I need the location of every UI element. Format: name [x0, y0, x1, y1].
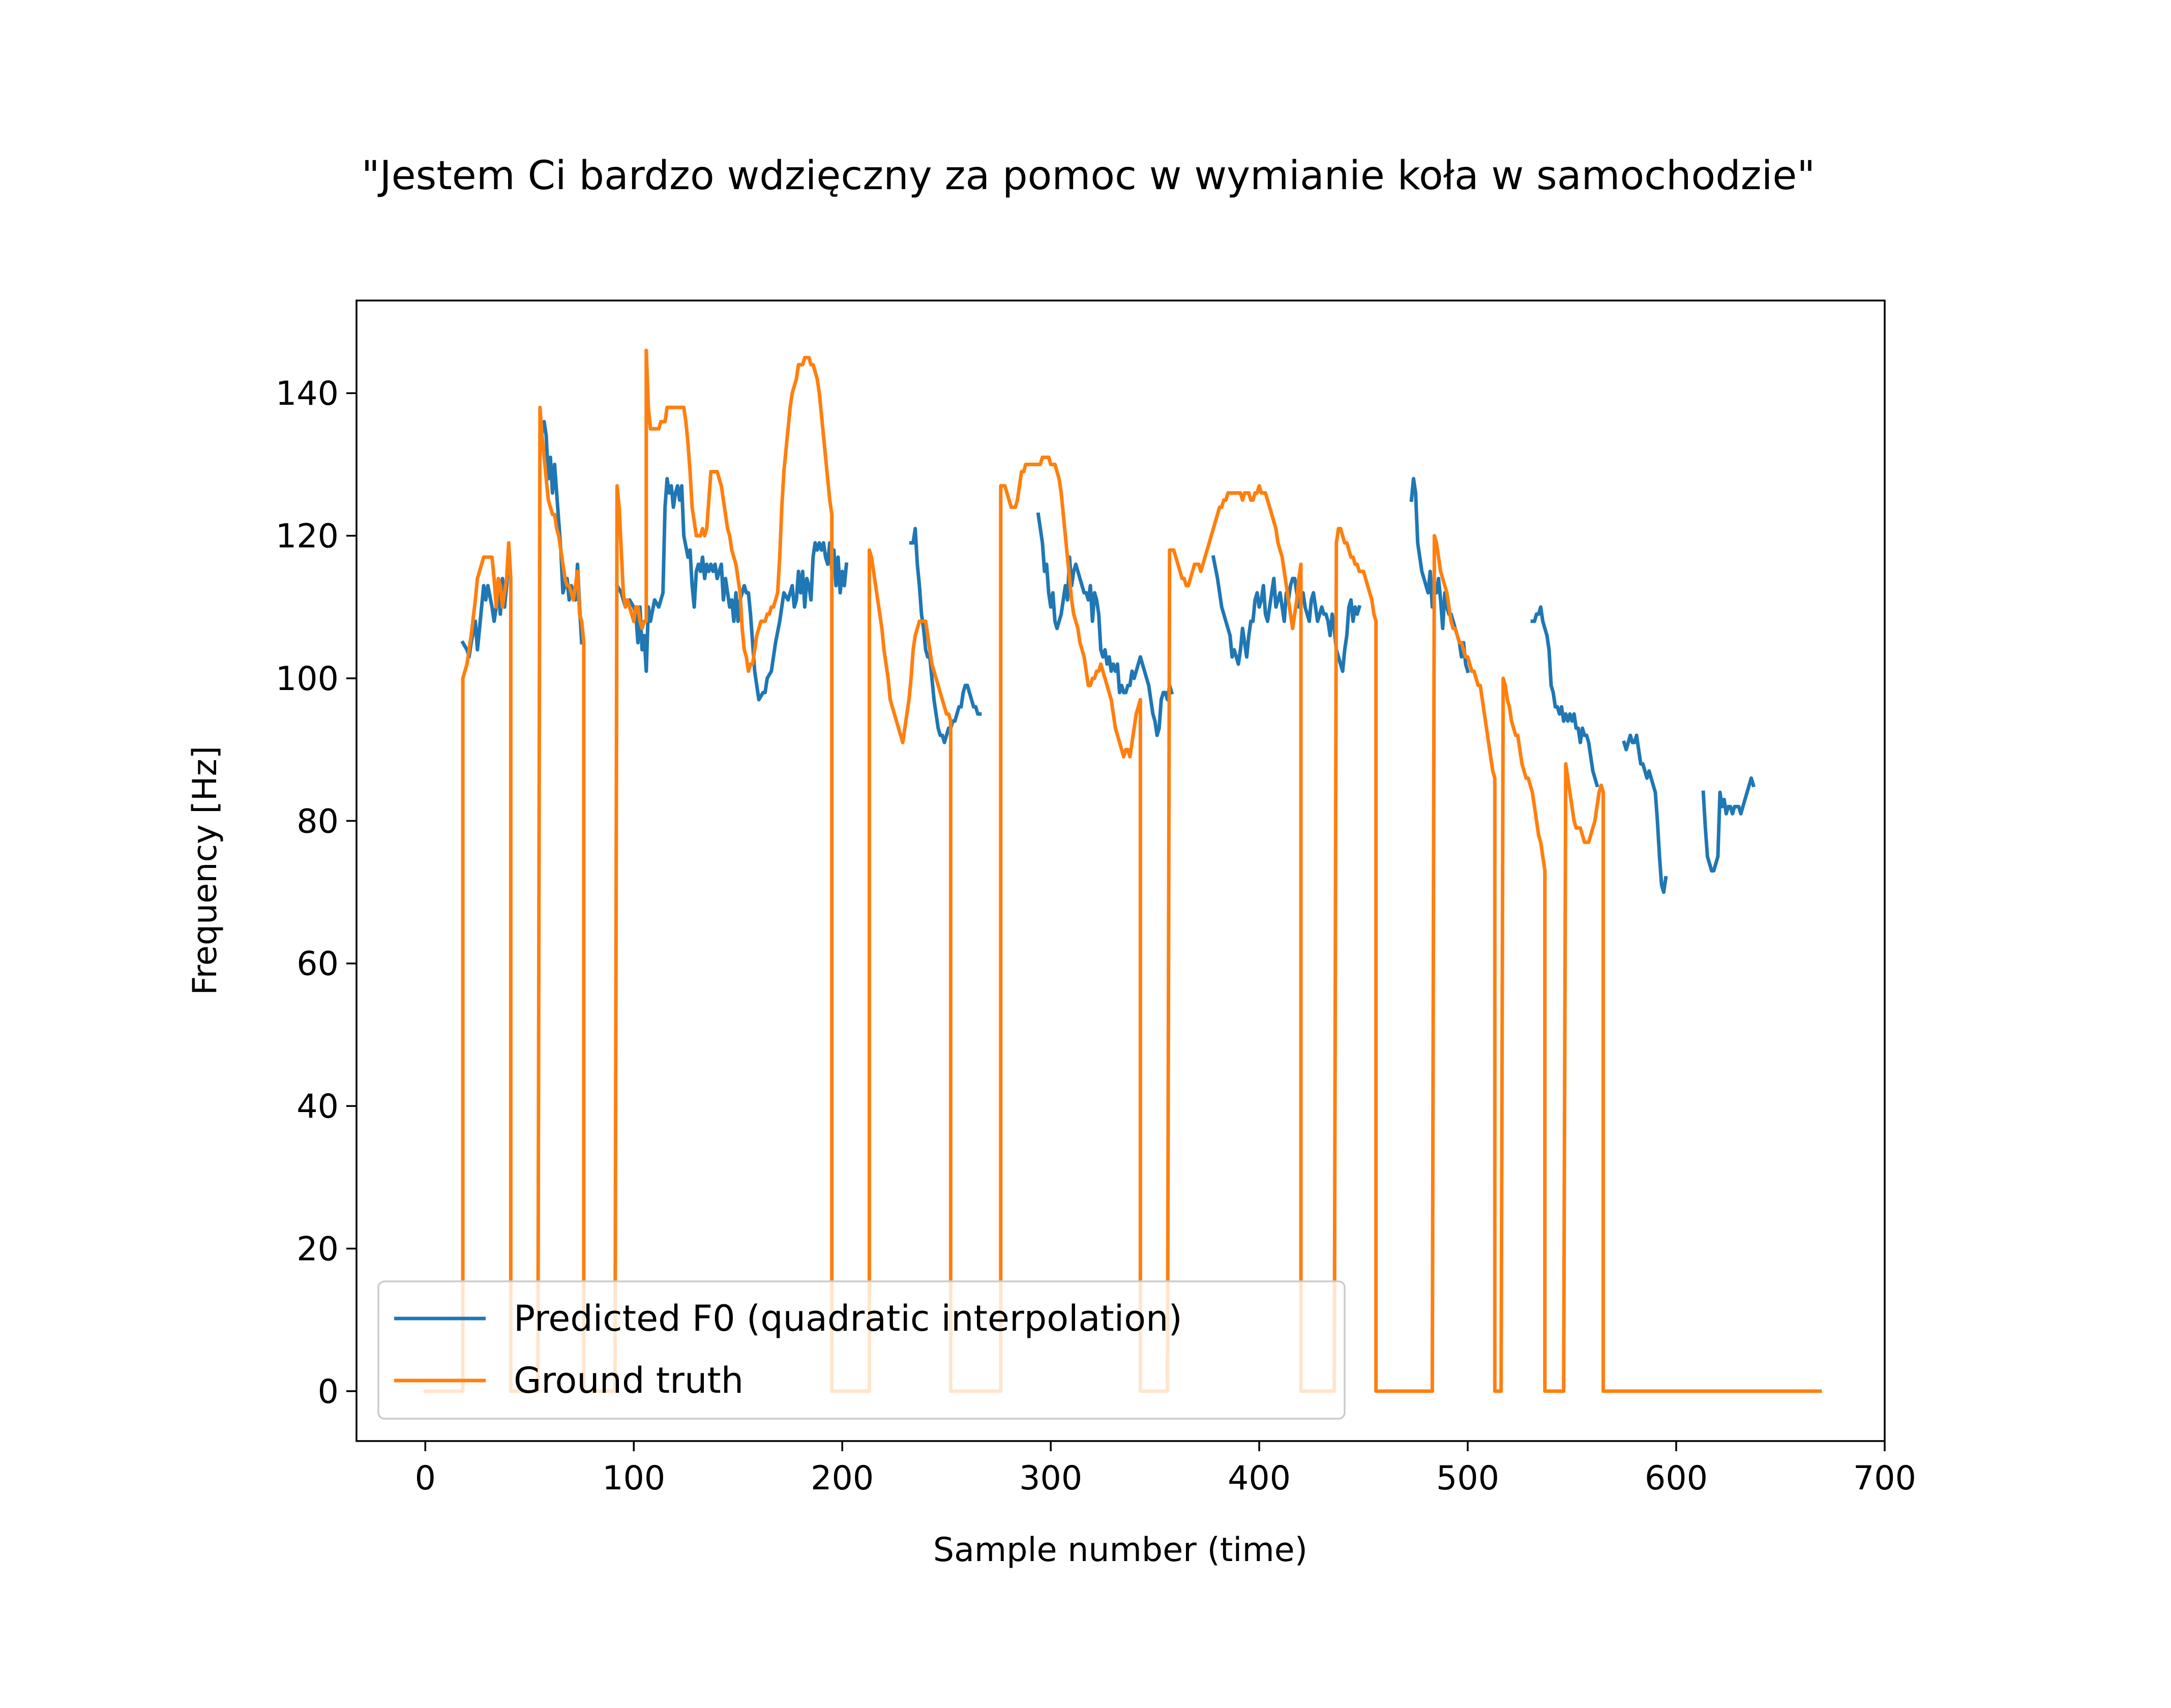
legend-box: [377, 1280, 1346, 1420]
x-axis-label: Sample number (time): [933, 1531, 1307, 1569]
legend: Predicted F0 (quadratic interpolation) G…: [377, 1280, 1346, 1420]
y-tick-label: 80: [296, 802, 339, 841]
chart-title: "Jestem Ci bardzo wdzięczny za pomoc w w…: [362, 153, 1816, 199]
y-axis-ticks: 0 20 40 60 80 100 120 140: [276, 375, 356, 1411]
y-tick-label: 100: [276, 660, 339, 698]
x-axis-ticks: 0 100 200 300 400 500 600 700: [415, 1441, 1916, 1497]
plot-frame: [355, 299, 1886, 1442]
x-tick-label: 0: [415, 1459, 436, 1497]
series-line-predicted-f0: [1036, 512, 1174, 737]
x-tick-label: 300: [1019, 1459, 1082, 1497]
series-line-predicted-f0: [1530, 605, 1599, 788]
plot-clip: [423, 348, 1822, 1393]
y-axis-label: Frequency [Hz]: [186, 746, 224, 995]
x-tick-label: 100: [602, 1459, 665, 1497]
x-tick-label: 500: [1436, 1459, 1499, 1497]
series-line-predicted-f0: [1701, 776, 1756, 873]
y-tick-label: 20: [296, 1230, 339, 1268]
y-tick-label: 140: [276, 375, 339, 413]
y-tick-label: 40: [296, 1088, 339, 1126]
plot-area: [356, 301, 1885, 1441]
series-line-ground-truth: [423, 348, 1822, 1393]
x-tick-label: 200: [811, 1459, 874, 1497]
x-tick-label: 600: [1645, 1459, 1708, 1497]
legend-label-predicted: Predicted F0 (quadratic interpolation): [514, 1298, 1182, 1339]
series-layer: [423, 348, 1822, 1393]
x-tick-label: 700: [1853, 1459, 1916, 1497]
y-tick-label: 60: [296, 945, 339, 983]
y-tick-label: 120: [276, 518, 339, 556]
x-tick-label: 400: [1228, 1459, 1291, 1497]
series-line-predicted-f0: [1622, 733, 1668, 894]
y-tick-label: 0: [318, 1373, 339, 1411]
series-line-predicted-f0: [614, 477, 849, 702]
legend-label-ground-truth: Ground truth: [514, 1360, 744, 1401]
